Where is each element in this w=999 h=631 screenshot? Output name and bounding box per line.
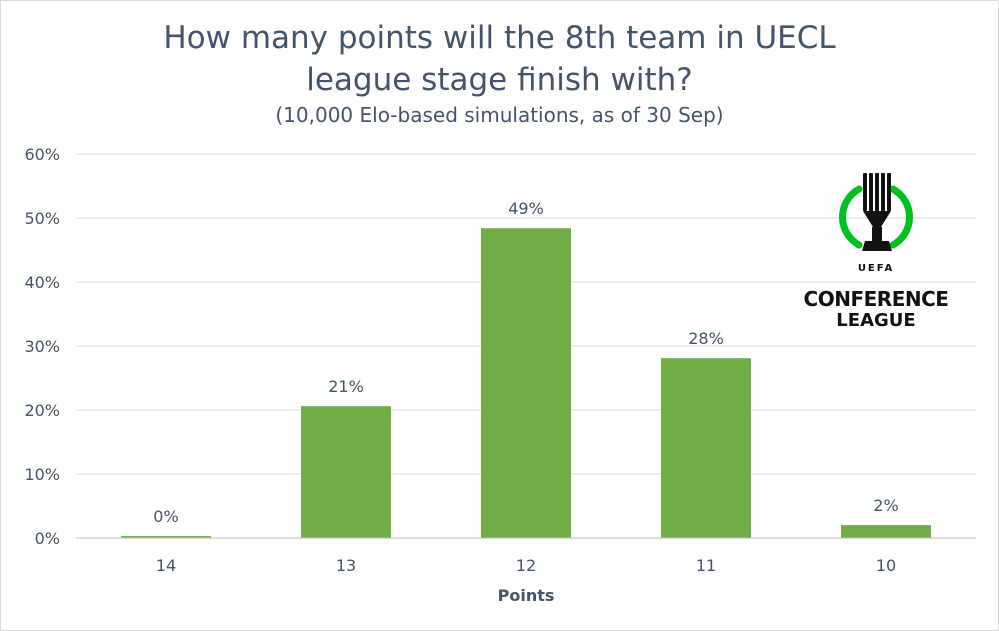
conference-league-logo: UEFA CONFERENCE LEAGUE <box>797 171 955 333</box>
bar <box>481 228 571 539</box>
y-tick-label: 10% <box>24 465 60 484</box>
bar <box>841 525 931 538</box>
y-tick-label: 30% <box>24 337 60 356</box>
x-tick-label: 13 <box>336 556 356 575</box>
data-label: 0% <box>153 507 178 526</box>
logo-conference-text: CONFERENCE <box>803 287 949 311</box>
trophy-icon <box>839 173 913 251</box>
chart-subtitle: (10,000 Elo-based simulations, as of 30 … <box>275 103 724 127</box>
trophy-shape <box>862 173 892 251</box>
y-tick-label: 0% <box>35 529 60 548</box>
chart-title-line2: league stage finish with? <box>306 62 693 98</box>
x-tick-label: 12 <box>516 556 536 575</box>
chart-title-line1: How many points will the 8th team in UEC… <box>163 20 836 56</box>
data-label: 28% <box>688 329 724 348</box>
x-tick-label: 10 <box>876 556 896 575</box>
y-tick-label: 60% <box>24 145 60 164</box>
y-tick-label: 20% <box>24 401 60 420</box>
data-label: 21% <box>328 377 364 396</box>
y-tick-label: 40% <box>24 273 60 292</box>
data-label: 49% <box>508 199 544 218</box>
bar <box>661 358 751 538</box>
bar <box>121 536 211 538</box>
logo-ring-left <box>839 185 863 249</box>
bar <box>301 406 391 538</box>
data-label: 2% <box>873 496 898 515</box>
logo-uefa-text: UEFA <box>857 263 895 274</box>
logo-ring-right <box>889 185 913 249</box>
x-tick-label: 11 <box>696 556 716 575</box>
x-axis-title: Points <box>498 586 555 605</box>
y-tick-label: 50% <box>24 209 60 228</box>
logo-league-text: LEAGUE <box>836 310 916 331</box>
x-tick-label: 14 <box>156 556 176 575</box>
